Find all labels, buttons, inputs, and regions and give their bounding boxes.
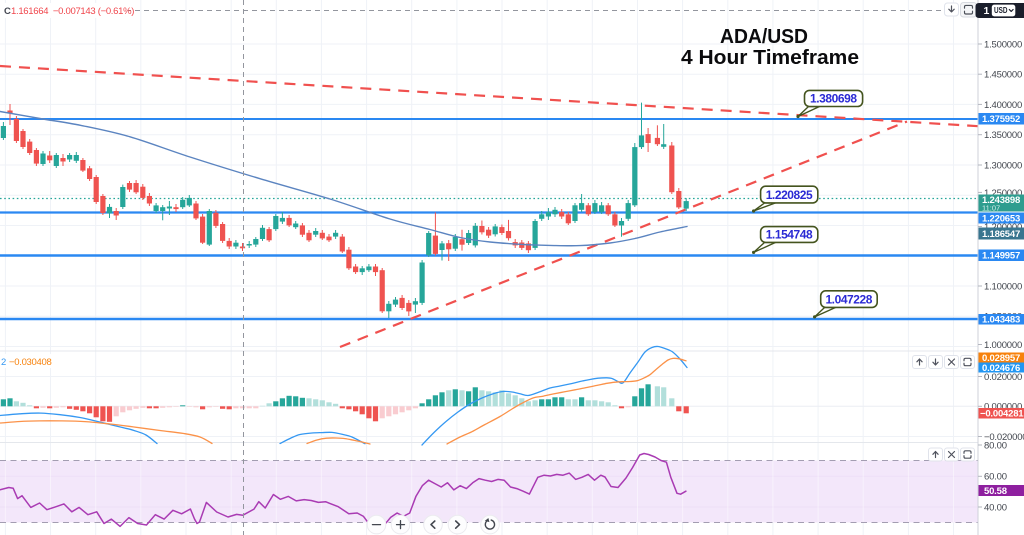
svg-text:1.000000: 1.000000 — [984, 340, 1022, 351]
svg-text:1.186547: 1.186547 — [982, 229, 1020, 240]
svg-text:1.220653: 1.220653 — [982, 213, 1020, 224]
svg-text:−0.004281: −0.004281 — [980, 409, 1024, 420]
svg-text:C: C — [4, 6, 11, 17]
svg-text:1.375952: 1.375952 — [982, 114, 1020, 125]
svg-text:−0.020000: −0.020000 — [984, 432, 1024, 443]
svg-text:1.220825: 1.220825 — [766, 188, 813, 202]
svg-text:1.243898: 1.243898 — [982, 195, 1020, 206]
svg-text:11:07: 11:07 — [982, 204, 1000, 213]
svg-text:0.000000: 0.000000 — [984, 402, 1022, 413]
svg-text:1.250000: 1.250000 — [984, 188, 1022, 199]
svg-text:1.161664 −0.007143 (−0.61%): 1.161664 −0.007143 (−0.61%) — [11, 6, 134, 17]
svg-text:1.380698: 1.380698 — [810, 92, 857, 106]
svg-text:0.028957: 0.028957 — [982, 353, 1020, 364]
svg-text:60.00: 60.00 — [984, 472, 1007, 483]
svg-text:4 Hour Timeframe: 4 Hour Timeframe — [681, 46, 859, 69]
svg-text:1.047228: 1.047228 — [825, 292, 872, 306]
svg-text:1.200000: 1.200000 — [984, 222, 1022, 233]
svg-text:1.400000: 1.400000 — [984, 100, 1022, 111]
svg-text:0.024676: 0.024676 — [982, 363, 1020, 374]
svg-text:1: 1 — [984, 5, 990, 17]
svg-text:1.500000: 1.500000 — [984, 39, 1022, 50]
svg-text:1.350000: 1.350000 — [984, 130, 1022, 141]
svg-text:1.149957: 1.149957 — [982, 251, 1020, 262]
svg-text:1.100000: 1.100000 — [984, 281, 1022, 292]
svg-text:80.00: 80.00 — [984, 440, 1007, 451]
svg-text:1.450000: 1.450000 — [984, 70, 1022, 81]
svg-text:−0.030408: −0.030408 — [9, 357, 51, 368]
svg-text:1.043483: 1.043483 — [982, 315, 1020, 326]
svg-text:40.00: 40.00 — [984, 502, 1007, 513]
svg-text:2: 2 — [1, 357, 6, 368]
svg-text:USD: USD — [994, 6, 1008, 15]
svg-text:ADA/USD: ADA/USD — [720, 26, 808, 48]
svg-text:50.58: 50.58 — [984, 486, 1007, 497]
svg-text:1.154748: 1.154748 — [766, 228, 813, 242]
svg-text:1.300000: 1.300000 — [984, 160, 1022, 171]
svg-text:0.020000: 0.020000 — [984, 372, 1022, 383]
